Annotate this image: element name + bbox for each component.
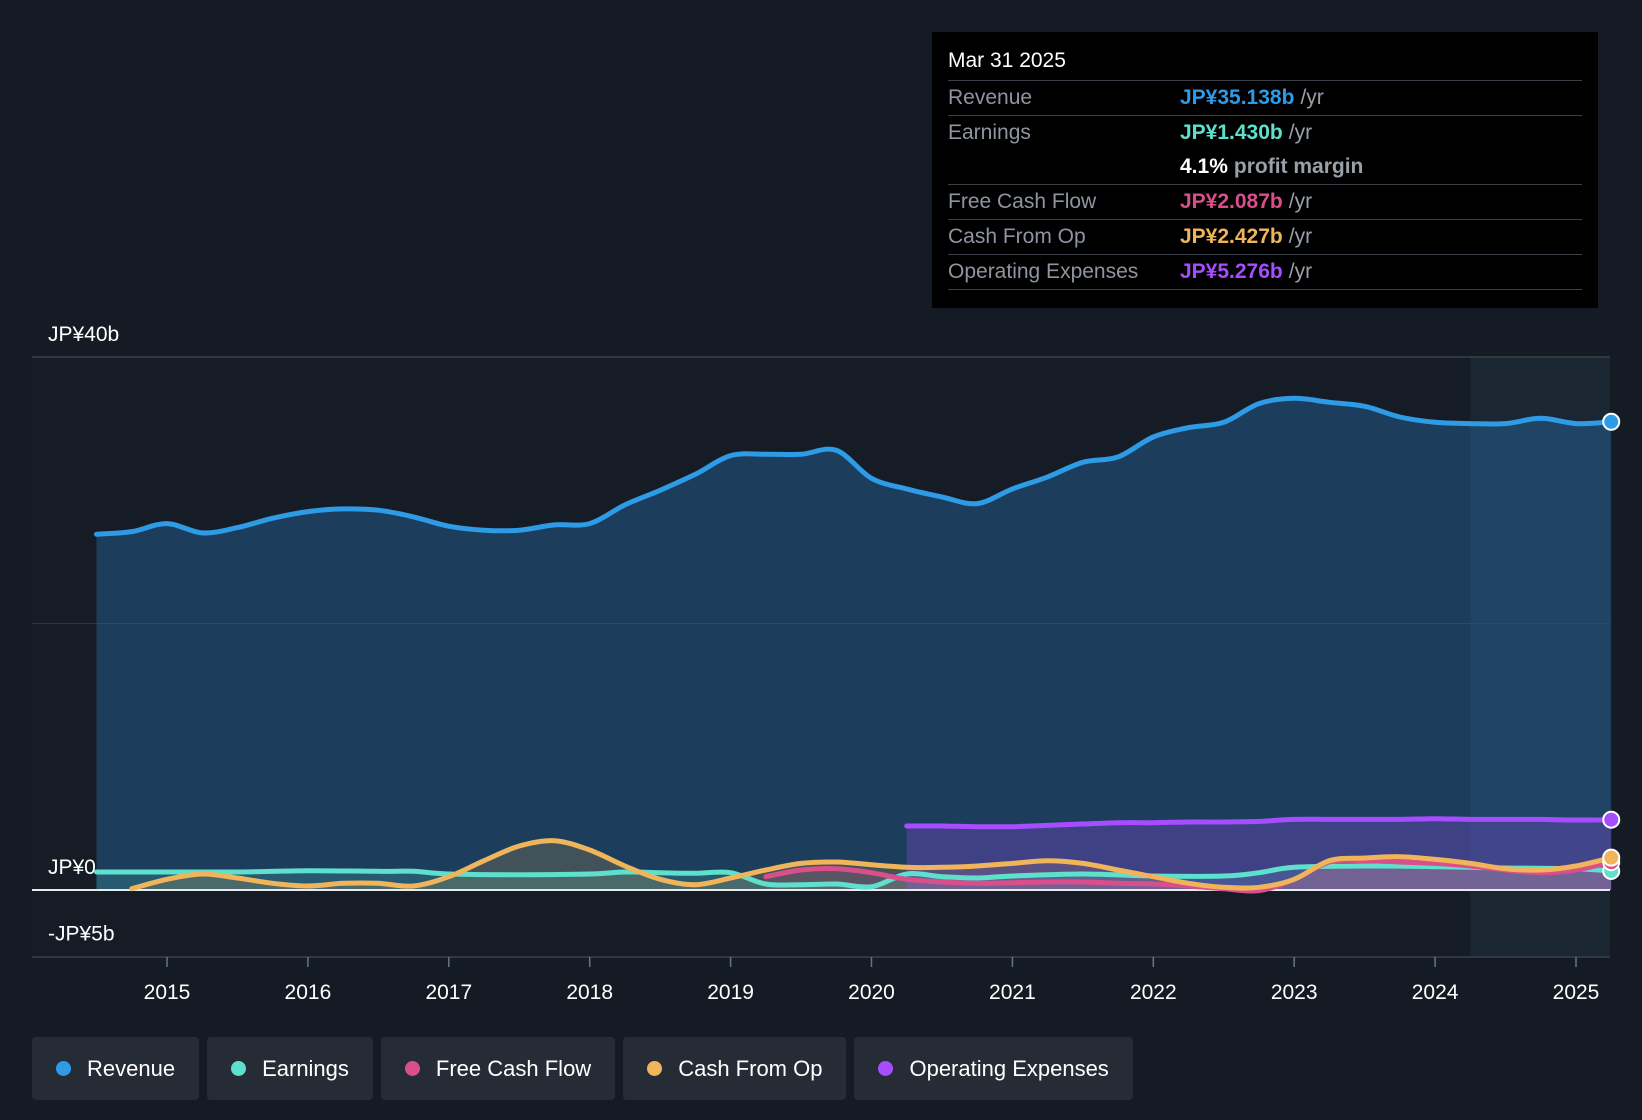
tooltip-label: Cash From Op bbox=[948, 225, 1086, 248]
x-tick-label: 2025 bbox=[1553, 981, 1600, 1004]
series-line-cash-from-op bbox=[129, 838, 1614, 892]
tooltip-date: Mar 31 2025 bbox=[948, 49, 1066, 72]
highlight-region bbox=[1470, 357, 1610, 957]
legend-label: Revenue bbox=[87, 1055, 176, 1081]
series-area-earnings bbox=[96, 865, 1612, 890]
x-tick-label: 2015 bbox=[144, 981, 191, 1004]
tooltip-row-operating-expenses: Operating Expenses JP¥5.276b /yr bbox=[948, 254, 1582, 289]
series-area-revenue bbox=[96, 398, 1612, 890]
legend-dot-icon bbox=[56, 1061, 71, 1076]
legend-label: Earnings bbox=[262, 1055, 349, 1081]
x-tick-label: 2021 bbox=[989, 981, 1036, 1004]
series-area-operating-expenses bbox=[906, 818, 1612, 890]
tooltip-label: Free Cash Flow bbox=[948, 190, 1097, 213]
tooltip-row-earnings: Earnings JP¥1.430b /yr bbox=[948, 115, 1582, 150]
y-tick-label: JP¥40b bbox=[48, 323, 119, 346]
tooltip-unit: /yr bbox=[1288, 121, 1313, 144]
legend-label: Cash From Op bbox=[678, 1055, 823, 1081]
tooltip-unit: /yr bbox=[1288, 190, 1313, 213]
series-end-marker-cash-from-op bbox=[1602, 848, 1621, 867]
chart-legend: Revenue Earnings Free Cash Flow Cash Fro… bbox=[32, 1037, 1133, 1100]
tooltip-row-free-cash-flow: Free Cash Flow JP¥2.087b /yr bbox=[948, 184, 1582, 219]
x-tick-label: 2022 bbox=[1130, 981, 1177, 1004]
legend-item-cash-from-op[interactable]: Cash From Op bbox=[623, 1037, 847, 1100]
legend-dot-icon bbox=[231, 1061, 247, 1076]
legend-label: Free Cash Flow bbox=[435, 1055, 592, 1081]
tooltip-unit: /yr bbox=[1288, 260, 1313, 283]
legend-item-earnings[interactable]: Earnings bbox=[207, 1037, 373, 1100]
legend-item-operating-expenses[interactable]: Operating Expenses bbox=[854, 1037, 1133, 1100]
tooltip-unit: /yr bbox=[1300, 86, 1324, 109]
tooltip-label: Revenue bbox=[948, 86, 1033, 109]
tooltip-value: JP¥5.276b bbox=[1180, 260, 1283, 283]
tooltip-bottom-rule bbox=[948, 289, 1582, 290]
legend-dot-icon bbox=[647, 1061, 663, 1076]
x-tick-label: 2018 bbox=[566, 981, 613, 1004]
tooltip-label: Operating Expenses bbox=[948, 260, 1139, 283]
x-tick-label: 2020 bbox=[848, 981, 895, 1004]
x-tick-label: 2023 bbox=[1271, 981, 1318, 1004]
tooltip-value: JP¥2.427b bbox=[1180, 225, 1283, 248]
x-tick-label: 2024 bbox=[1412, 981, 1459, 1004]
series-end-marker-operating-expenses bbox=[1602, 810, 1621, 829]
tooltip-unit: profit margin bbox=[1233, 155, 1364, 178]
tooltip-value: JP¥2.087b bbox=[1180, 190, 1283, 213]
series-end-marker-revenue bbox=[1602, 412, 1621, 431]
tooltip-value: JP¥35.138b bbox=[1180, 86, 1295, 109]
y-tick-label: JP¥0 bbox=[48, 856, 96, 879]
tooltip-value: 4.1% bbox=[1180, 155, 1228, 178]
legend-item-free-cash-flow[interactable]: Free Cash Flow bbox=[380, 1037, 616, 1100]
series-line-free-cash-flow bbox=[763, 857, 1614, 894]
series-line-revenue bbox=[94, 395, 1614, 537]
series-line-operating-expenses bbox=[904, 816, 1614, 830]
tooltip-value: JP¥1.430b bbox=[1180, 121, 1283, 144]
x-tick-label: 2019 bbox=[707, 981, 754, 1004]
x-tick-label: 2017 bbox=[425, 981, 472, 1004]
legend-label: Operating Expenses bbox=[909, 1055, 1109, 1081]
y-tick-label: -JP¥5b bbox=[48, 923, 115, 946]
tooltip-unit: /yr bbox=[1288, 225, 1313, 248]
legend-item-revenue[interactable]: Revenue bbox=[32, 1037, 200, 1100]
tooltip-row-cash-from-op: Cash From Op JP¥2.427b /yr bbox=[948, 219, 1582, 254]
tooltip-label: Earnings bbox=[948, 121, 1031, 144]
series-line-earnings bbox=[94, 863, 1614, 890]
tooltip-panel: Mar 31 2025 Revenue JP¥35.138b /yr Earni… bbox=[932, 32, 1598, 308]
legend-dot-icon bbox=[878, 1061, 894, 1076]
tooltip-row-profit-margin: 4.1% profit margin bbox=[948, 150, 1582, 184]
legend-dot-icon bbox=[404, 1061, 420, 1076]
tooltip-row-revenue: Revenue JP¥35.138b /yr bbox=[948, 80, 1582, 115]
x-tick-label: 2016 bbox=[285, 981, 332, 1004]
